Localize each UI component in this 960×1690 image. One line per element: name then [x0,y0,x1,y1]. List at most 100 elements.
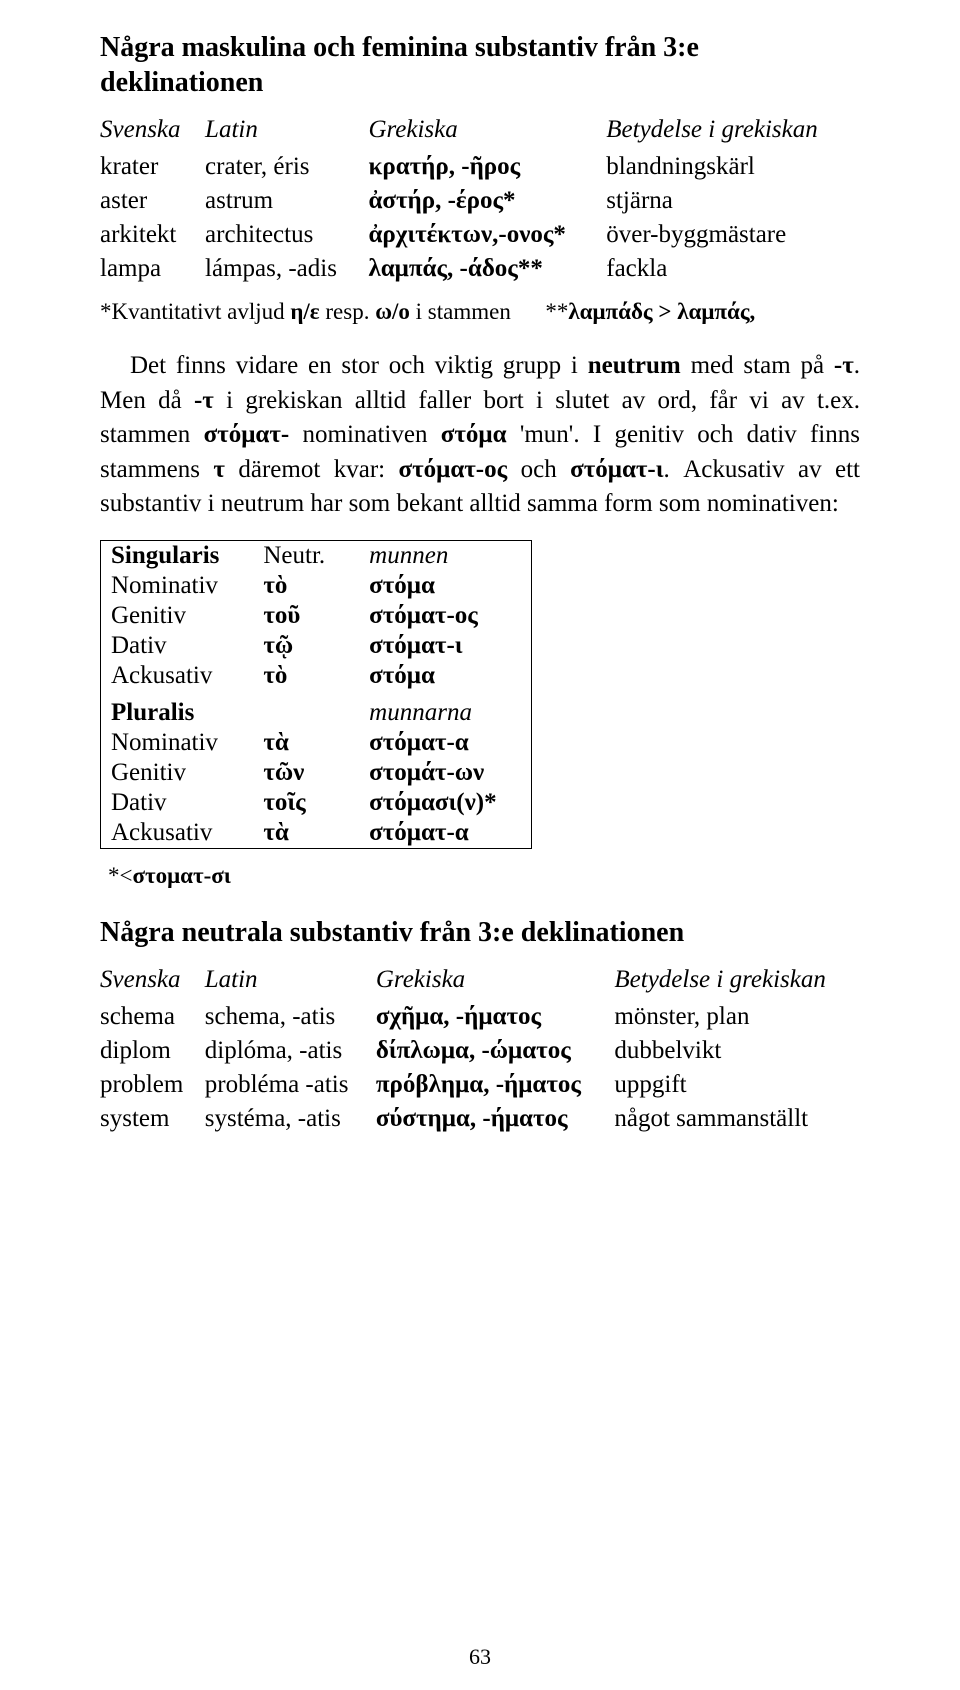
vocab-cell-sv: lampa [100,252,205,286]
table-row: Ackusativ τὰ στόματ-α [101,818,532,849]
table-row: schema schema, -atis σχῆμα, -ήματος möns… [100,1000,860,1034]
decl-case: Dativ [101,631,254,661]
note-part: i stammen [410,299,511,324]
decl-pl-label: Pluralis [101,691,254,728]
decl-form: στόμασι(ν)* [359,788,531,818]
note-part: *Kvantitativt avljud [100,299,290,324]
vocab-cell-me: uppgift [614,1068,860,1102]
decl-case: Dativ [101,788,254,818]
section-b-title: Några neutrala substantiv från 3:e dekli… [100,915,860,950]
table-row: Genitiv τοῦ στόματ-ος [101,601,532,631]
decl-article: τὸ [253,661,359,691]
declension-table: Singularis Neutr. munnen Nominativ τὸ στ… [100,540,532,849]
decl-article: τοῖς [253,788,359,818]
vocab-a-header-sv: Svenska [100,114,205,150]
decl-gloss-sg: munnen [359,540,531,571]
note-part: η/ε [290,299,319,324]
decl-article: τὰ [253,818,359,849]
decl-form: στόματ-ι [359,631,531,661]
decl-neutr-label: Neutr. [253,540,359,571]
decl-case: Nominativ [101,571,254,601]
decl-article: τῷ [253,631,359,661]
table-row: diplom diplóma, -atis δίπλωμα, -ώματος d… [100,1034,860,1068]
vocab-b-header-me: Betydelse i grekiskan [614,964,860,1000]
vocab-cell-la: systéma, -atis [205,1102,376,1136]
vocab-cell-la: architectus [205,218,368,252]
vocab-a-header-la: Latin [205,114,368,150]
table-row: Ackusativ τὸ στόμα [101,661,532,691]
vocab-cell-la: schema, -atis [205,1000,376,1034]
decl-sg-label: Singularis [101,540,254,571]
p-text: στόματ-ος [399,456,508,483]
table-row: aster astrum ἀστήρ, -έρος* stjärna [100,184,860,218]
vocab-a-note: *Kvantitativt avljud η/ε resp. ω/ο i sta… [100,296,860,327]
vocab-cell-la: probléma -atis [205,1068,376,1102]
vocab-b-header-gr: Grekiska [376,964,615,1000]
decl-article: τὸ [253,571,359,601]
p-text: -τ [194,387,214,414]
vocab-cell-sv: aster [100,184,205,218]
decl-article: τῶν [253,758,359,788]
vocab-cell-gr: ἀστήρ, -έρος* [368,184,606,218]
vocab-cell-la: crater, éris [205,150,368,184]
decl-article: τὰ [253,728,359,758]
vocab-cell-sv: schema [100,1000,205,1034]
vocab-cell-me: dubbelvikt [614,1034,860,1068]
table-row: krater crater, éris κρατήρ, -ῆρος blandn… [100,150,860,184]
vocab-cell-la: lámpas, -adis [205,252,368,286]
vocab-cell-la: astrum [205,184,368,218]
note-part: λαμπάδς > λαμπάς, [568,299,755,324]
p-text: däremot kvar: [225,456,399,483]
declension-footnote: *<στοματ-σι [108,863,860,889]
decl-form: στόματ-ος [359,601,531,631]
p-text: -τ [834,352,854,379]
table-row: lampa lámpas, -adis λαμπάς, -άδος** fack… [100,252,860,286]
decl-form: στόματ-α [359,728,531,758]
vocab-cell-gr: σχῆμα, -ήματος [376,1000,615,1034]
vocab-cell-sv: arkitekt [100,218,205,252]
note-part: ω/ο [375,299,410,324]
decl-form: στόμα [359,661,531,691]
note-part: ** [545,299,568,324]
vocab-a-header-me: Betydelse i grekiskan [606,114,860,150]
vocab-cell-gr: κρατήρ, -ῆρος [368,150,606,184]
p-text: neutrum [588,352,681,379]
vocab-b-header-la: Latin [205,964,376,1000]
table-row: Genitiv τῶν στομάτ-ων [101,758,532,788]
vocab-table-b: Svenska Latin Grekiska Betydelse i greki… [100,964,860,1136]
vocab-cell-sv: problem [100,1068,205,1102]
p-text: och [507,456,570,483]
vocab-cell-gr: πρόβλημα, -ήματος [376,1068,615,1102]
footnote-text: στοματ-σι [132,863,230,888]
vocab-cell-sv: krater [100,150,205,184]
page-number: 63 [0,1644,960,1670]
p-text: Det finns vidare en stor och viktig grup… [130,352,588,379]
decl-case: Ackusativ [101,661,254,691]
body-paragraph: Det finns vidare en stor och viktig grup… [100,349,860,522]
decl-form: στόματ-α [359,818,531,849]
vocab-cell-me: stjärna [606,184,860,218]
p-text: τ [213,456,225,483]
table-row: Dativ τοῖς στόμασι(ν)* [101,788,532,818]
vocab-cell-me: något sammanställt [614,1102,860,1136]
decl-article: τοῦ [253,601,359,631]
vocab-cell-gr: ἀρχιτέκτων,-ονος* [368,218,606,252]
decl-form: στόμα [359,571,531,601]
table-row: Nominativ τὰ στόματ-α [101,728,532,758]
decl-case: Genitiv [101,601,254,631]
note-part: resp. [320,299,376,324]
footnote-text: *< [108,863,132,888]
p-text: στόμα [441,421,507,448]
vocab-cell-la: diplóma, -atis [205,1034,376,1068]
p-text: στόματ-ι [570,456,663,483]
decl-case: Nominativ [101,728,254,758]
vocab-cell-sv: system [100,1102,205,1136]
vocab-cell-gr: σύστημα, -ήματος [376,1102,615,1136]
vocab-cell-me: över-byggmästare [606,218,860,252]
vocab-cell-me: mönster, plan [614,1000,860,1034]
vocab-cell-me: blandningskärl [606,150,860,184]
decl-case: Genitiv [101,758,254,788]
p-text: nominativen [289,421,441,448]
vocab-a-header-gr: Grekiska [368,114,606,150]
vocab-table-a: Svenska Latin Grekiska Betydelse i greki… [100,114,860,286]
